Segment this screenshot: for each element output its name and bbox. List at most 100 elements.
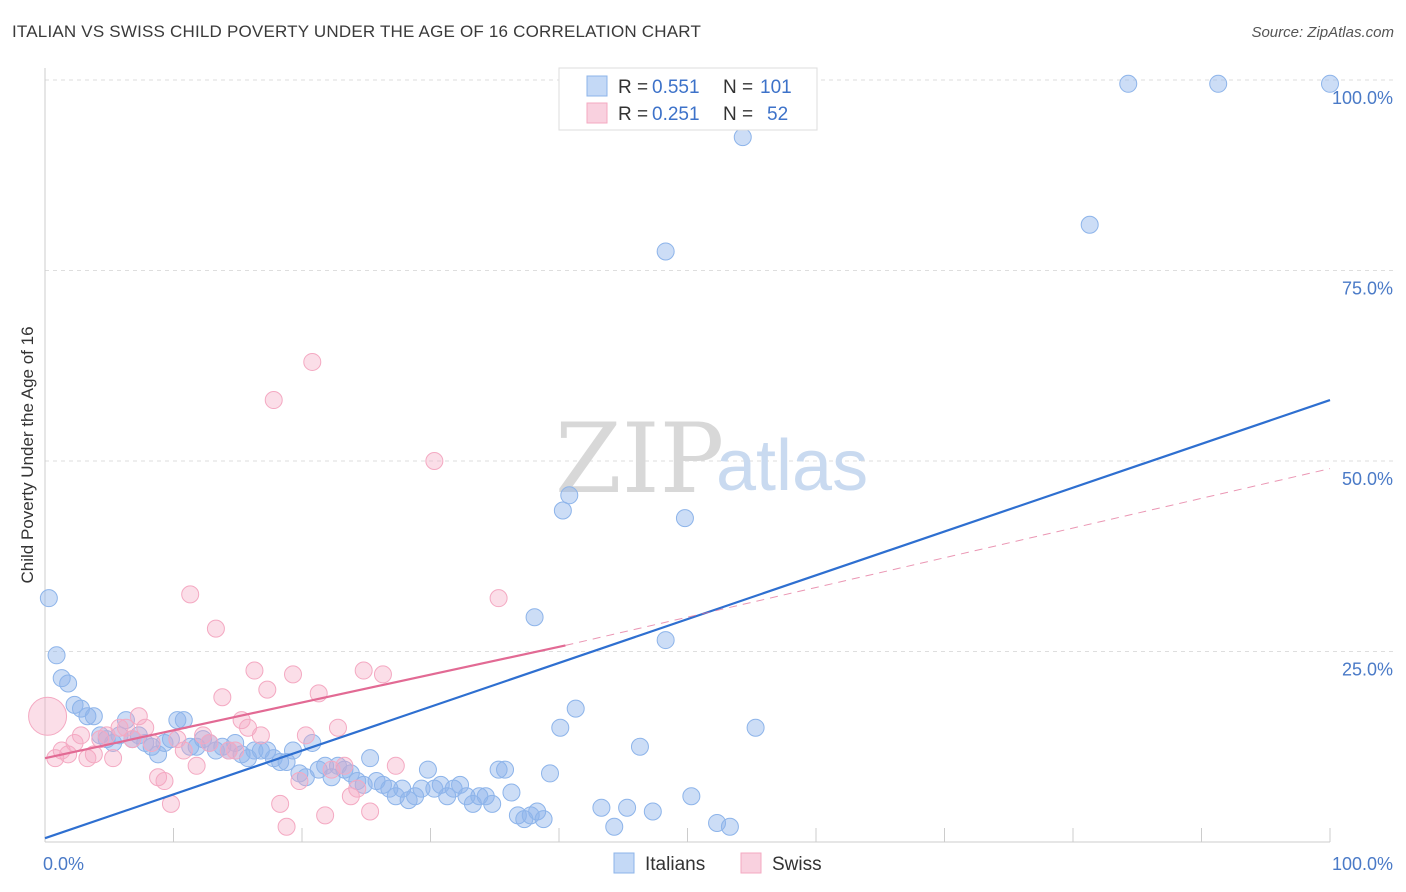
y-tick-label: 25.0% bbox=[1342, 660, 1393, 680]
point-italians bbox=[746, 718, 765, 737]
point-italians bbox=[59, 674, 78, 693]
point-italians bbox=[1080, 215, 1099, 234]
point-swiss bbox=[136, 718, 155, 737]
tick-labels: 100.0% 75.0% 50.0% 25.0% 0.0% 100.0% bbox=[43, 88, 1393, 874]
legend-n-value-italians: 101 bbox=[760, 77, 792, 98]
point-italians bbox=[489, 760, 508, 779]
legend-r-label-italians: R = bbox=[618, 77, 648, 98]
y-axis-title: Child Poverty Under the Age of 16 bbox=[18, 326, 37, 583]
point-italians bbox=[380, 779, 399, 798]
point-italians bbox=[438, 787, 457, 806]
point-swiss bbox=[489, 589, 508, 608]
point-italians bbox=[541, 764, 560, 783]
y-tick-label: 50.0% bbox=[1342, 469, 1393, 489]
point-italians bbox=[412, 779, 431, 798]
point-swiss bbox=[348, 779, 367, 798]
point-italians bbox=[341, 764, 360, 783]
point-swiss bbox=[361, 802, 380, 821]
point-swiss bbox=[194, 726, 213, 745]
point-italians bbox=[630, 737, 649, 756]
legend-swatch-swiss bbox=[586, 102, 608, 124]
point-italians bbox=[47, 646, 66, 665]
point-italians bbox=[406, 787, 425, 806]
point-italians bbox=[149, 745, 168, 764]
legend-swatch-italians bbox=[586, 75, 608, 97]
point-swiss bbox=[264, 391, 283, 410]
point-italians bbox=[226, 733, 245, 752]
legend-n-label-swiss: N = bbox=[723, 104, 753, 125]
point-swiss bbox=[341, 787, 360, 806]
point-swiss bbox=[219, 741, 238, 760]
point-italians bbox=[656, 631, 675, 650]
point-italians bbox=[682, 787, 701, 806]
trend-line-swiss bbox=[44, 644, 566, 760]
bottom-legend: Italians Swiss bbox=[613, 852, 822, 875]
point-italians bbox=[656, 242, 675, 261]
point-italians bbox=[476, 787, 495, 806]
point-swiss bbox=[71, 726, 90, 745]
y-tick-label: 100.0% bbox=[1332, 88, 1393, 108]
point-swiss bbox=[226, 741, 245, 760]
point-swiss bbox=[187, 756, 206, 775]
legend-r-value-swiss: 0.251 bbox=[652, 104, 700, 125]
x-tick-label: 100.0% bbox=[1332, 854, 1393, 874]
point-swiss bbox=[303, 352, 322, 371]
point-swiss bbox=[271, 794, 290, 813]
point-italians bbox=[258, 741, 277, 760]
watermark-zip: ZIP bbox=[555, 403, 724, 515]
chart-title: ITALIAN VS SWISS CHILD POVERTY UNDER THE… bbox=[12, 22, 702, 41]
legend-r-label-swiss: R = bbox=[618, 104, 648, 125]
point-italians bbox=[566, 699, 585, 718]
point-swiss bbox=[328, 718, 347, 737]
point-swiss bbox=[284, 665, 303, 684]
point-swiss bbox=[155, 772, 174, 791]
point-swiss bbox=[245, 661, 264, 680]
trend-extension-swiss bbox=[565, 468, 1331, 646]
point-italians bbox=[643, 802, 662, 821]
trend-line-italians bbox=[44, 398, 1331, 840]
point-swiss bbox=[258, 680, 277, 699]
watermark: ZIP atlas bbox=[555, 403, 868, 515]
point-swiss bbox=[129, 707, 148, 726]
data-points bbox=[28, 74, 1339, 836]
point-italians bbox=[618, 798, 637, 817]
point-italians bbox=[551, 718, 570, 737]
point-swiss bbox=[251, 726, 270, 745]
point-italians bbox=[553, 501, 572, 520]
bottom-legend-label-swiss: Swiss bbox=[772, 854, 822, 875]
bottom-legend-label-italians: Italians bbox=[645, 854, 705, 875]
point-swiss bbox=[28, 696, 68, 736]
point-italians bbox=[457, 787, 476, 806]
point-swiss bbox=[386, 756, 405, 775]
point-swiss bbox=[84, 745, 103, 764]
point-italians bbox=[84, 707, 103, 726]
point-italians bbox=[1321, 74, 1339, 93]
bottom-legend-swatch-italians bbox=[613, 852, 635, 874]
point-swiss bbox=[181, 585, 200, 604]
legend-n-label-italians: N = bbox=[723, 77, 753, 98]
point-swiss bbox=[174, 741, 193, 760]
point-swiss bbox=[213, 688, 232, 707]
point-italians bbox=[720, 817, 739, 836]
point-italians bbox=[528, 802, 547, 821]
point-italians bbox=[502, 783, 521, 802]
axes bbox=[44, 68, 1331, 843]
point-italians bbox=[39, 589, 58, 608]
point-italians bbox=[303, 733, 322, 752]
point-swiss bbox=[206, 619, 225, 638]
point-italians bbox=[451, 775, 470, 794]
point-swiss bbox=[316, 806, 335, 825]
point-italians bbox=[78, 707, 97, 726]
point-italians bbox=[525, 608, 544, 627]
point-italians bbox=[1209, 74, 1228, 93]
point-swiss bbox=[200, 733, 219, 752]
watermark-atlas: atlas bbox=[716, 426, 868, 506]
point-italians bbox=[534, 810, 553, 829]
point-swiss bbox=[373, 665, 392, 684]
grid-lines bbox=[45, 79, 1395, 652]
legend-n-value-swiss: 52 bbox=[767, 104, 788, 125]
point-italians bbox=[483, 794, 502, 813]
y-tick-label: 75.0% bbox=[1342, 279, 1393, 299]
point-swiss bbox=[116, 718, 135, 737]
